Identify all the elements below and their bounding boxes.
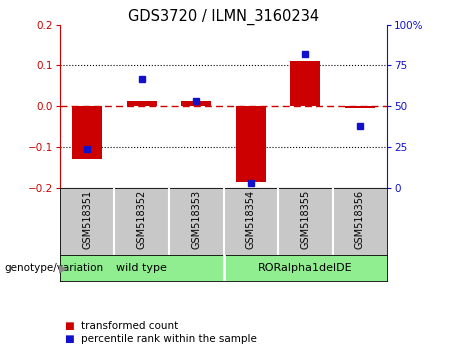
Bar	[345, 106, 375, 108]
Bar	[290, 62, 320, 106]
Bar	[127, 101, 157, 106]
Text: GSM518353: GSM518353	[191, 190, 201, 249]
Text: ■: ■	[65, 321, 74, 331]
Text: ■: ■	[65, 334, 74, 344]
Text: RORalpha1delDE: RORalpha1delDE	[258, 263, 353, 273]
Text: genotype/variation: genotype/variation	[5, 263, 104, 273]
Bar	[236, 106, 266, 182]
Text: ▶: ▶	[59, 263, 67, 273]
Text: GDS3720 / ILMN_3160234: GDS3720 / ILMN_3160234	[128, 9, 319, 25]
Text: GSM518356: GSM518356	[355, 190, 365, 249]
Text: GSM518354: GSM518354	[246, 190, 256, 249]
Text: percentile rank within the sample: percentile rank within the sample	[81, 334, 257, 344]
Bar	[181, 101, 211, 106]
Bar	[72, 106, 102, 159]
Text: GSM518355: GSM518355	[301, 190, 310, 249]
Text: GSM518351: GSM518351	[82, 190, 92, 249]
Text: GSM518352: GSM518352	[137, 190, 147, 249]
Text: transformed count: transformed count	[81, 321, 178, 331]
Text: wild type: wild type	[116, 263, 167, 273]
